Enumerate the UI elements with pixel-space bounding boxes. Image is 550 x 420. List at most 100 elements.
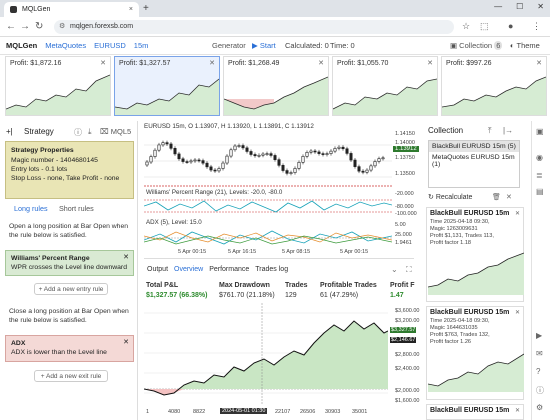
tab-short-rules[interactable]: Short rules [59, 204, 94, 213]
tab-long-rules[interactable]: Long rules [14, 204, 48, 213]
collection-card[interactable]: BlackBull EURUSD 15m ✕ [426, 404, 524, 420]
nav-symbol[interactable]: EURUSD [94, 41, 126, 50]
chart-icon[interactable]: ▤ [536, 187, 544, 196]
collection-list[interactable]: BlackBull EURUSD 15m (5) MetaQuotes EURU… [428, 140, 520, 188]
trash-icon[interactable]: 🗑 [492, 194, 501, 201]
entry-rule-box[interactable]: Williams' Percent Range WPR crosses the … [5, 250, 134, 276]
extensions-icon[interactable]: ⬚ [480, 21, 489, 31]
candle-body [273, 155, 277, 160]
expand-icon[interactable]: ⛶ [406, 265, 412, 274]
tab-output[interactable]: Output [147, 266, 169, 273]
exit-rule-box[interactable]: ADX ADX is lower than the Level line ✕ [5, 335, 134, 362]
card-detail: Magic 1644631035 [430, 325, 478, 331]
coins-icon[interactable]: ◉ [536, 153, 543, 162]
info-icon[interactable]: ⓘ [536, 386, 544, 395]
tab-trades-log[interactable]: Trades log [255, 266, 289, 273]
download-icon[interactable]: ⤓ [88, 127, 92, 136]
site-info-icon[interactable]: ⚙ [59, 23, 66, 30]
candle-body [357, 166, 361, 172]
tab-performance[interactable]: Performance [209, 266, 250, 273]
mql-export-button[interactable]: ⌧ MQL5 [100, 127, 132, 136]
chart-scrollbar[interactable] [144, 258, 414, 262]
recalculate-button[interactable]: ↻ Recalculate [428, 194, 473, 201]
close-icon[interactable]: ✕ [100, 60, 106, 67]
collapse-panel-icon[interactable]: |→ [503, 126, 514, 135]
upload-icon[interactable]: ⤒ [488, 126, 492, 135]
close-icon[interactable]: ✕ [514, 310, 520, 316]
close-icon[interactable]: ✕ [536, 60, 542, 67]
start-button[interactable]: ▶ Start [252, 41, 276, 50]
new-tab-button[interactable]: + [143, 3, 149, 14]
price-candle-chart[interactable] [144, 131, 392, 187]
chat-icon[interactable]: ✉ [536, 349, 543, 358]
thumbnail-profit: Profit: $1,055.70 [337, 60, 389, 67]
candle-body [201, 160, 205, 164]
maximize-icon[interactable]: ☐ [516, 2, 524, 11]
close-window-icon[interactable]: ✕ [537, 2, 544, 11]
nav-period[interactable]: 15m [133, 41, 149, 50]
close-icon[interactable]: ✕ [209, 60, 215, 67]
forward-icon[interactable]: → [20, 21, 30, 32]
price-tick: 1.14150 [395, 131, 415, 137]
browser-tab[interactable]: MQLGen × [4, 2, 139, 17]
candle-body [145, 161, 149, 166]
strategy-thumbnail[interactable]: Profit: $1,872.16 ✕ [5, 56, 111, 116]
adx-tick: 25.000 [395, 232, 412, 238]
add-entry-rule-button[interactable]: + Add a new entry rule [34, 283, 108, 295]
tab-overview[interactable]: Overview [174, 266, 204, 273]
thumbnail-profit: Profit: $1,872.16 [10, 60, 62, 67]
reload-icon[interactable]: ↻ [35, 21, 44, 32]
equity-curve-chart[interactable] [144, 303, 388, 405]
minimize-icon[interactable]: — [494, 2, 503, 11]
collection-card[interactable]: BlackBull EURUSD 15m ✕ Time 2025-04-18 0… [426, 207, 525, 302]
collection-button[interactable]: ▣ Collection 6 [450, 41, 503, 50]
browser-menu-icon[interactable]: ⋮ [532, 21, 541, 31]
settings-icon[interactable]: ⚙ [536, 403, 544, 412]
wpr-tick: -20.000 [395, 191, 414, 197]
briefcase-icon[interactable]: ▣ [536, 127, 544, 136]
open-rule-description: Open a long position at Bar Open when th… [9, 223, 129, 239]
collection-item[interactable]: MetaQuotes EURUSD 15m (1) [432, 154, 515, 168]
adx-tick: 5.00 [395, 222, 406, 228]
youtube-icon[interactable]: ▶ [536, 331, 543, 340]
strategy-thumbnail[interactable]: Profit: $1,055.70 ✕ [332, 56, 438, 116]
candle-body [185, 161, 189, 163]
info-icon[interactable]: ⓘ [74, 128, 82, 137]
chevron-down-icon[interactable]: ⌄ [391, 265, 398, 274]
close-icon[interactable]: ✕ [506, 194, 512, 201]
close-icon[interactable]: ✕ [427, 60, 433, 67]
calculated-counter: Calculated: 0 [285, 41, 329, 50]
candle-body [193, 159, 197, 162]
close-icon[interactable]: ✕ [514, 408, 520, 414]
back-icon[interactable]: ← [6, 21, 16, 32]
collection-card[interactable]: BlackBull EURUSD 15m ✕ Time 2025-04-18 0… [426, 306, 525, 400]
strategy-thumbnail[interactable]: Profit: $997.26 ✕ [441, 56, 547, 116]
database-icon[interactable]: ≣ [536, 171, 543, 180]
profile-avatar-icon[interactable]: ● [508, 21, 514, 31]
theme-button[interactable]: ◐ Theme [510, 41, 540, 50]
nav-broker[interactable]: MetaQuotes [45, 41, 87, 50]
close-icon[interactable]: ✕ [123, 339, 129, 346]
expand-panel-icon[interactable]: +| [6, 127, 13, 136]
candle-body [177, 153, 181, 160]
candle-body [257, 154, 261, 157]
candle-body [349, 153, 353, 161]
exit-rule-title: ADX [11, 340, 26, 347]
thumbnail-profit: Profit: $1,327.57 [119, 60, 171, 67]
close-icon[interactable]: ✕ [123, 254, 129, 261]
app-header: MQLGen MetaQuotes EURUSD 15m Generator ▶… [0, 37, 550, 55]
bookmark-star-icon[interactable]: ☆ [462, 21, 471, 31]
equity-tick: $2,000.00 [395, 388, 420, 394]
collection-item-selected[interactable]: BlackBull EURUSD 15m (5) [429, 141, 519, 152]
close-icon[interactable]: ✕ [318, 60, 324, 67]
close-tab-icon[interactable]: × [128, 6, 133, 13]
chart-ohlc-header: EURUSD 15m, O 1.13907, H 1.13920, L 1.13… [144, 123, 314, 130]
strategy-thumbnail[interactable]: Profit: $1,268.49 ✕ [223, 56, 329, 116]
close-icon[interactable]: ✕ [514, 211, 520, 217]
strategy-properties-box[interactable]: Strategy Properties Magic number - 14046… [5, 141, 134, 199]
help-icon[interactable]: ? [536, 367, 541, 376]
time-tick: 5 Apr 08:15 [282, 249, 311, 255]
strategy-thumbnail-selected[interactable]: Profit: $1,327.57 ✕ [114, 56, 220, 116]
add-exit-rule-button[interactable]: + Add a new exit rule [34, 370, 108, 382]
url-field[interactable]: ⚙ mqlgen.forexsb.com [54, 20, 454, 34]
